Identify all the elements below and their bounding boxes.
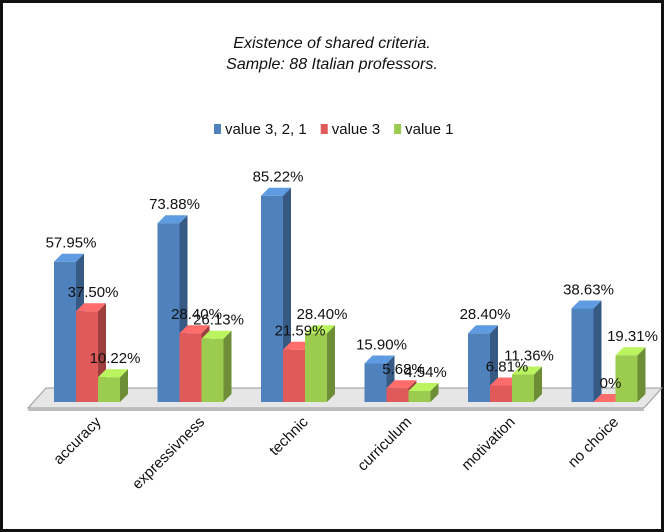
bar bbox=[201, 330, 232, 402]
data-label: 15.90% bbox=[356, 336, 407, 353]
bar bbox=[615, 347, 646, 402]
bar-top bbox=[76, 303, 106, 312]
bar-top bbox=[201, 330, 232, 339]
data-label: 38.63% bbox=[563, 281, 614, 298]
legend-swatch bbox=[214, 124, 221, 134]
data-label: 6.81% bbox=[486, 358, 529, 375]
bar-front bbox=[201, 338, 224, 402]
legend-swatch bbox=[320, 124, 328, 134]
data-label: 28.40% bbox=[297, 306, 348, 323]
legend-label: value 3 bbox=[332, 121, 380, 138]
bar-top bbox=[571, 300, 602, 309]
legend-label: value 1 bbox=[405, 121, 453, 138]
bar-top bbox=[408, 383, 439, 392]
bar-front bbox=[76, 311, 98, 402]
bar-top bbox=[54, 253, 84, 262]
bar-top bbox=[386, 380, 417, 389]
bar-side bbox=[637, 347, 646, 402]
bar-side bbox=[327, 325, 335, 402]
bar-top bbox=[157, 215, 188, 224]
bar-side bbox=[593, 300, 602, 402]
bar-front bbox=[157, 223, 180, 402]
bar-top bbox=[615, 347, 646, 356]
legend-label: value 3, 2, 1 bbox=[225, 121, 307, 138]
bar-front bbox=[98, 377, 120, 402]
data-label: 21.59% bbox=[275, 323, 326, 340]
data-label: 57.95% bbox=[46, 235, 97, 252]
data-label: 73.88% bbox=[149, 196, 200, 213]
bar-front bbox=[615, 355, 638, 402]
data-label: 10.22% bbox=[90, 350, 141, 367]
data-label: 11.36% bbox=[504, 347, 554, 364]
bar-top bbox=[261, 187, 291, 196]
bar-side bbox=[430, 383, 439, 402]
bar-top bbox=[179, 325, 210, 334]
bar-front bbox=[261, 195, 283, 402]
bar-top bbox=[512, 366, 542, 375]
bar-front bbox=[305, 333, 327, 402]
bar-front bbox=[512, 374, 534, 402]
bar-front bbox=[386, 388, 409, 402]
data-label: 4.54% bbox=[404, 364, 447, 381]
bar-front bbox=[283, 349, 305, 402]
bar-top bbox=[98, 369, 128, 378]
bar-front bbox=[54, 261, 76, 402]
bar bbox=[408, 383, 439, 402]
bar-side bbox=[120, 369, 128, 402]
bar bbox=[364, 355, 395, 402]
data-label: 19.31% bbox=[607, 328, 658, 345]
bar-top bbox=[468, 325, 498, 334]
bar-top bbox=[305, 325, 335, 334]
chart-title: Existence of shared criteria. bbox=[233, 35, 430, 52]
bar-front bbox=[179, 333, 202, 402]
bar-side bbox=[534, 366, 542, 402]
data-label: 85.22% bbox=[253, 169, 304, 186]
bar bbox=[98, 369, 128, 402]
bar-front bbox=[490, 385, 512, 402]
bar bbox=[571, 300, 602, 402]
floor-edge bbox=[28, 408, 644, 411]
bar-top bbox=[364, 355, 395, 364]
bar-front bbox=[571, 308, 594, 402]
data-label: 28.40% bbox=[460, 306, 511, 323]
bar-front bbox=[468, 333, 490, 402]
data-label: 28.40% bbox=[171, 306, 222, 323]
data-label: 0% bbox=[600, 375, 622, 392]
bar-front bbox=[364, 363, 387, 402]
bar bbox=[305, 325, 335, 402]
chart-subtitle: Sample: 88 Italian professors. bbox=[226, 56, 438, 73]
bar bbox=[512, 366, 542, 402]
data-label: 26.13% bbox=[193, 312, 244, 329]
bar-side bbox=[223, 330, 232, 402]
bar-front bbox=[408, 391, 431, 402]
data-label: 5.68% bbox=[382, 361, 425, 378]
data-label: 37.50% bbox=[68, 284, 119, 301]
legend-swatch bbox=[394, 124, 402, 134]
